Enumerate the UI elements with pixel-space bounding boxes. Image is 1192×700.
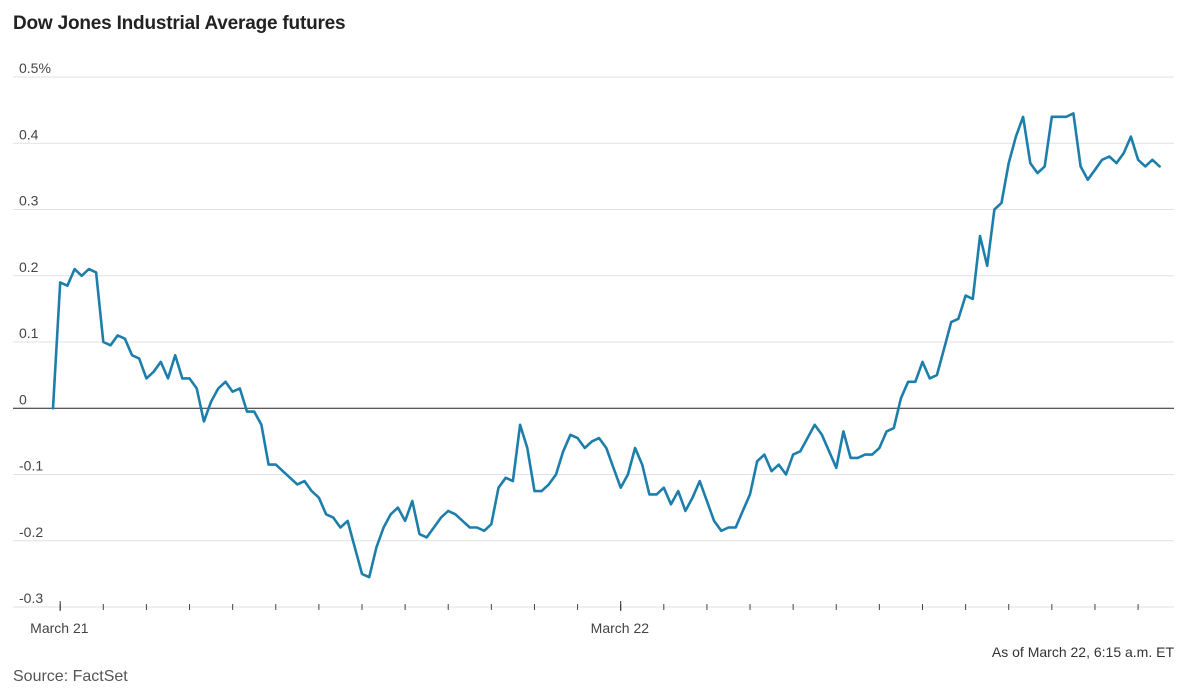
y-tick-label-1: 0.4 <box>19 126 39 142</box>
y-tick-label-7: -0.2 <box>19 524 43 540</box>
x-tick-label-0: March 21 <box>30 620 89 636</box>
x-tick-label-1: March 22 <box>591 620 650 636</box>
y-tick-label-0: 0.5% <box>19 60 51 76</box>
y-tick-label-3: 0.2 <box>19 259 39 275</box>
y-tick-label-8: -0.3 <box>19 590 43 606</box>
y-tick-label-6: -0.1 <box>19 458 43 474</box>
series-layer <box>51 112 1161 579</box>
y-tick-label-2: 0.3 <box>19 193 39 209</box>
source-note: Source: FactSet <box>13 668 128 685</box>
grid-lines <box>13 76 1174 608</box>
y-axis-tick-labels: 0.5% 0.4 0.3 0.2 0.1 0 -0.1 -0.2 -0.3 <box>19 60 51 606</box>
y-tick-label-4: 0.1 <box>19 325 39 341</box>
as-of-note: As of March 22, 6:15 a.m. ET <box>991 644 1174 660</box>
series-line-0 <box>51 112 1161 579</box>
y-tick-label-5: 0 <box>19 391 27 407</box>
chart-title: Dow Jones Industrial Average futures <box>13 13 346 34</box>
x-axis: March 21 March 22 <box>30 601 1139 636</box>
